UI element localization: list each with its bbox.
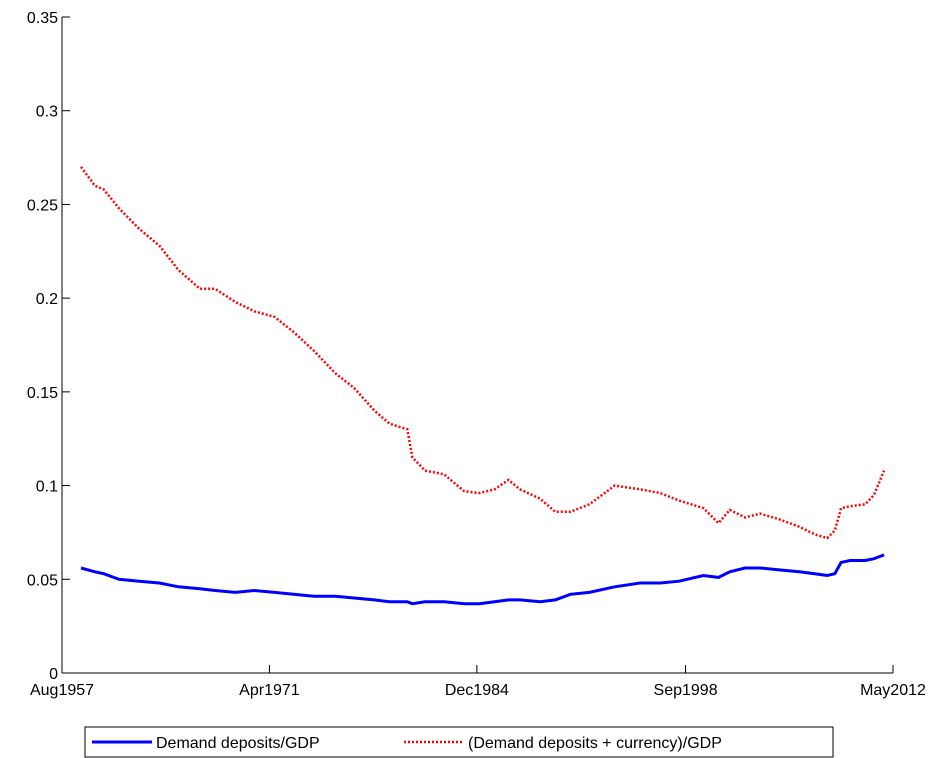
y-tick-label: 0.15 [27,385,58,402]
x-tick-label: May2012 [860,682,926,699]
x-tick-label: Sep1998 [654,682,718,699]
x-tick-label: Aug1957 [30,682,94,699]
x-tick-label: Apr1971 [239,682,300,699]
y-tick-label: 0.1 [36,479,58,496]
y-tick-label: 0.2 [36,291,58,308]
y-tick-label: 0.05 [27,572,58,589]
legend-box [84,726,834,758]
y-tick-label: 0.35 [27,10,58,27]
series-line [80,553,885,606]
legend-label: Demand deposits/GDP [156,735,320,752]
series-line [79,166,886,540]
legend-label: (Demand deposits + currency)/GDP [468,735,722,752]
x-tick-label: Dec1984 [445,682,509,699]
y-tick-label: 0.3 [36,104,58,121]
y-tick-label: 0.25 [27,197,58,214]
y-tick-label: 0 [49,666,58,683]
